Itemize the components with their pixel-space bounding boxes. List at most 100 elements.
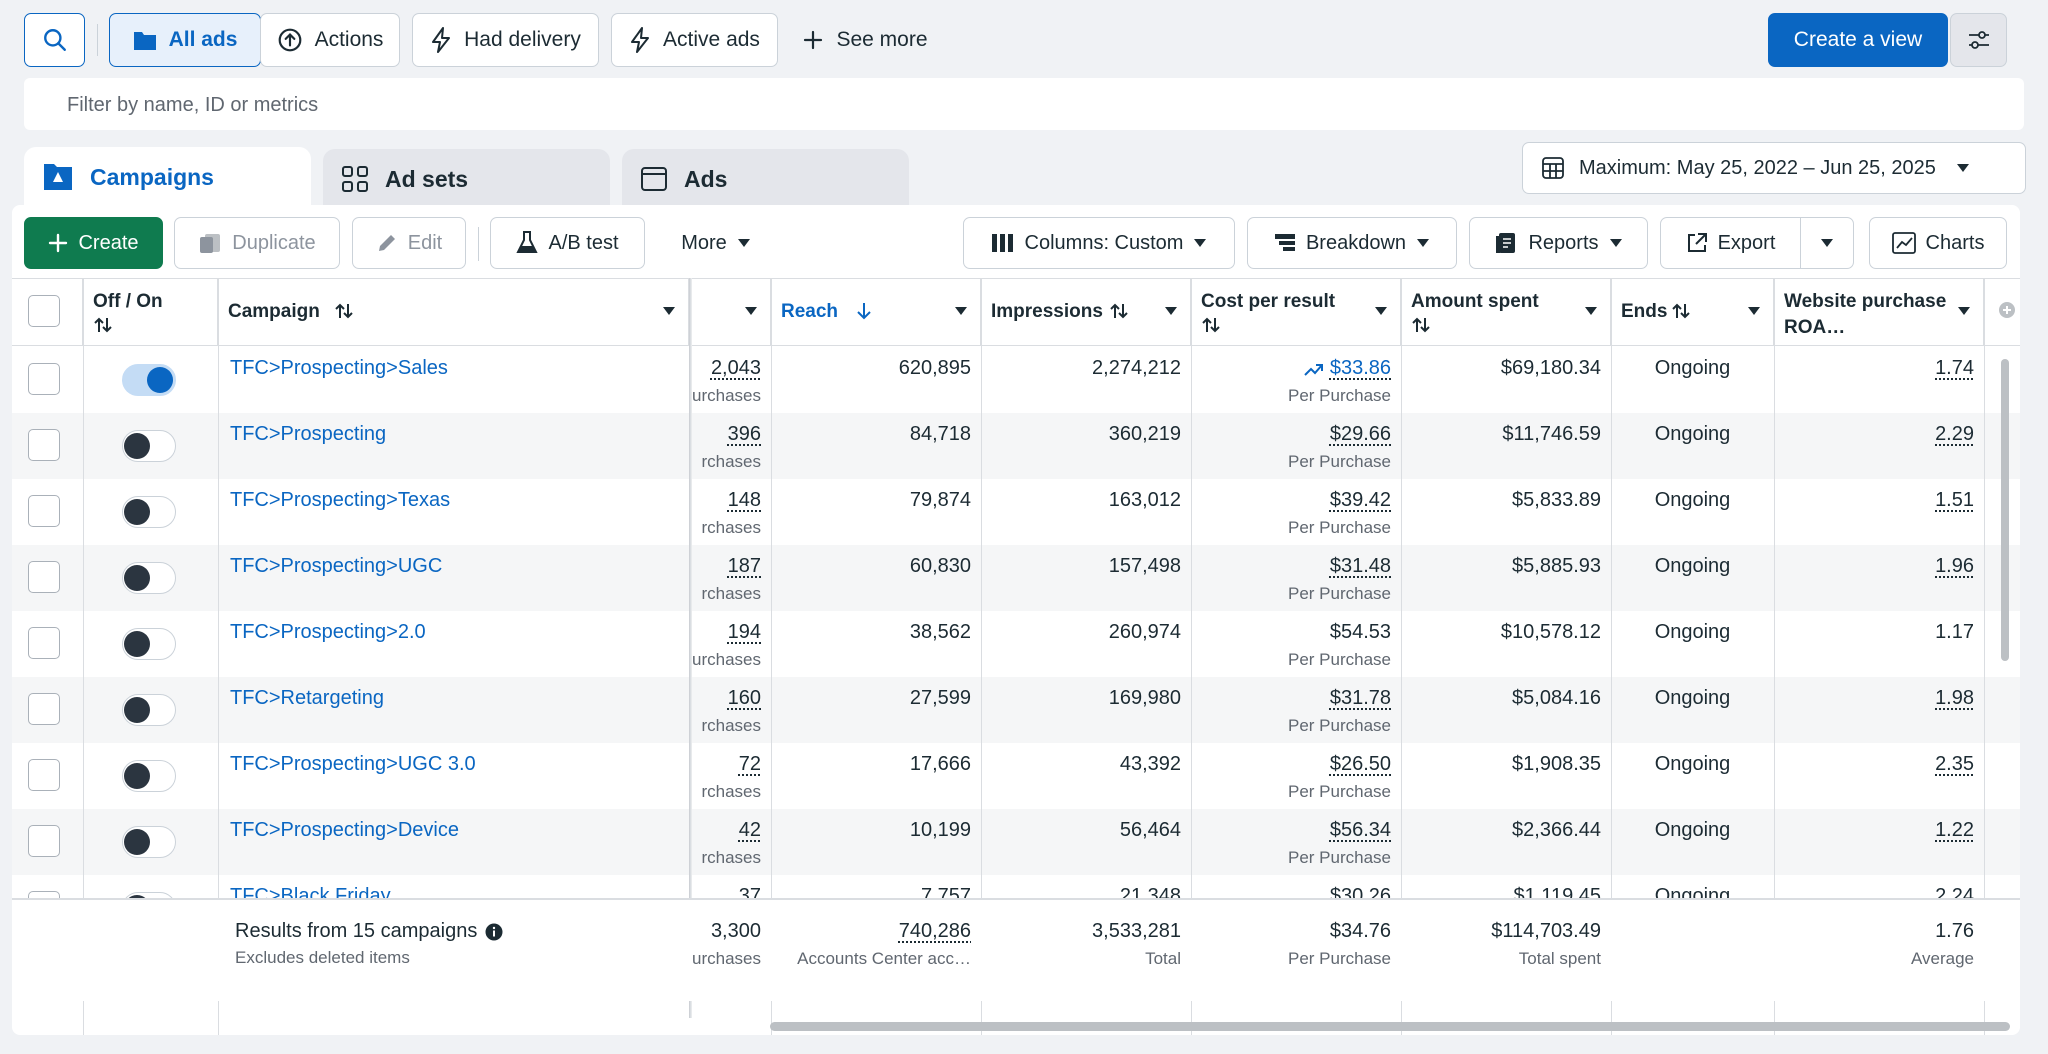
campaign-name-link[interactable]: TFC>Prospecting>UGC: [230, 555, 443, 577]
caret-down-icon[interactable]: [1584, 306, 1598, 316]
cpr-value[interactable]: $26.50: [1329, 753, 1391, 775]
results-value[interactable]: 194: [727, 621, 761, 643]
roas-value[interactable]: 1.17: [1935, 621, 1974, 643]
row-checkbox[interactable]: [28, 429, 60, 461]
campaign-toggle[interactable]: [122, 694, 176, 726]
settings-button[interactable]: [1950, 13, 2007, 67]
table-row[interactable]: TFC>Prospecting>Texas 148 rchases 79,874…: [12, 479, 2020, 545]
caret-down-icon[interactable]: [1374, 306, 1388, 316]
results-value[interactable]: 42: [738, 819, 761, 841]
all-ads-button[interactable]: All ads: [109, 13, 261, 67]
cpr-value[interactable]: $29.66: [1329, 423, 1391, 445]
add-column-cell[interactable]: [1984, 279, 2020, 345]
row-checkbox[interactable]: [28, 627, 60, 659]
row-checkbox[interactable]: [28, 891, 60, 898]
campaign-toggle[interactable]: [122, 430, 176, 462]
campaign-name-link[interactable]: TFC>Black Friday: [230, 885, 391, 898]
ab-test-button[interactable]: A/B test: [490, 217, 645, 269]
edit-button[interactable]: Edit: [352, 217, 466, 269]
caret-down-icon[interactable]: [662, 306, 676, 316]
campaign-name-link[interactable]: TFC>Retargeting: [230, 687, 384, 709]
campaign-name-link[interactable]: TFC>Prospecting>Sales: [230, 357, 448, 379]
select-all-checkbox[interactable]: [28, 295, 60, 327]
active-ads-button[interactable]: Active ads: [611, 13, 778, 67]
filter-input[interactable]: Filter by name, ID or metrics: [24, 78, 2024, 130]
row-checkbox[interactable]: [28, 693, 60, 725]
row-checkbox[interactable]: [28, 363, 60, 395]
table-row[interactable]: TFC>Prospecting>2.0 194 urchases 38,562 …: [12, 611, 2020, 677]
campaign-toggle[interactable]: [122, 628, 176, 660]
table-row[interactable]: TFC>Prospecting>Device 42 rchases 10,199…: [12, 809, 2020, 875]
horizontal-scrollbar[interactable]: [770, 1022, 2010, 1031]
see-more-button[interactable]: See more: [795, 13, 935, 67]
breakdown-button[interactable]: Breakdown: [1247, 217, 1457, 269]
roas-value[interactable]: 1.51: [1935, 489, 1974, 511]
column-roas[interactable]: Website purchase ROA…: [1774, 279, 1984, 345]
info-icon[interactable]: [485, 923, 503, 941]
caret-down-icon[interactable]: [954, 306, 968, 316]
campaign-toggle[interactable]: [122, 826, 176, 858]
tab-ad-sets[interactable]: Ad sets: [323, 149, 610, 209]
campaign-toggle[interactable]: [122, 364, 176, 396]
row-checkbox[interactable]: [28, 825, 60, 857]
roas-value[interactable]: 1.22: [1935, 819, 1974, 841]
campaign-toggle[interactable]: [122, 562, 176, 594]
column-cost-per-result[interactable]: Cost per result: [1191, 279, 1401, 345]
caret-down-icon[interactable]: [1957, 306, 1971, 316]
column-results[interactable]: [689, 279, 771, 345]
column-campaign[interactable]: Campaign: [218, 279, 689, 345]
table-row[interactable]: TFC>Black Friday 37 7,757 21,348 $30.26 …: [12, 875, 2020, 898]
create-view-button[interactable]: Create a view: [1768, 13, 1948, 67]
campaign-toggle[interactable]: [122, 760, 176, 792]
cpr-value[interactable]: $30.26: [1329, 885, 1391, 898]
campaign-name-link[interactable]: TFC>Prospecting: [230, 423, 387, 445]
tab-campaigns[interactable]: Campaigns: [24, 147, 311, 207]
cpr-value[interactable]: $31.48: [1329, 555, 1391, 577]
had-delivery-button[interactable]: Had delivery: [412, 13, 599, 67]
roas-value[interactable]: 2.35: [1935, 753, 1974, 775]
roas-value[interactable]: 2.24: [1935, 885, 1974, 898]
results-value[interactable]: 148: [727, 489, 761, 511]
table-row[interactable]: TFC>Prospecting>UGC 187 rchases 60,830 1…: [12, 545, 2020, 611]
row-checkbox[interactable]: [28, 495, 60, 527]
create-button[interactable]: Create: [24, 217, 163, 269]
search-button[interactable]: [24, 13, 85, 67]
column-impressions[interactable]: Impressions: [981, 279, 1191, 345]
column-ends[interactable]: Ends: [1611, 279, 1774, 345]
roas-value[interactable]: 1.74: [1935, 357, 1974, 379]
tab-ads[interactable]: Ads: [622, 149, 909, 209]
export-button[interactable]: Export: [1660, 217, 1801, 269]
campaign-name-link[interactable]: TFC>Prospecting>UGC 3.0: [230, 753, 476, 775]
results-value[interactable]: 2,043: [710, 357, 761, 379]
results-value[interactable]: 72: [738, 753, 761, 775]
roas-value[interactable]: 1.96: [1935, 555, 1974, 577]
reports-button[interactable]: Reports: [1469, 217, 1648, 269]
date-range-picker[interactable]: Maximum: May 25, 2022 – Jun 25, 2025: [1522, 142, 2026, 194]
results-value[interactable]: 187: [727, 555, 761, 577]
actions-filter-button[interactable]: Actions: [260, 13, 400, 67]
caret-down-icon[interactable]: [1747, 306, 1761, 316]
caret-down-icon[interactable]: [744, 306, 758, 316]
row-checkbox[interactable]: [28, 759, 60, 791]
row-checkbox[interactable]: [28, 561, 60, 593]
campaign-name-link[interactable]: TFC>Prospecting>Device: [230, 819, 459, 841]
charts-button[interactable]: Charts: [1869, 217, 2007, 269]
results-value[interactable]: 37: [738, 885, 761, 898]
results-value[interactable]: 396: [727, 423, 761, 445]
column-reach[interactable]: Reach: [771, 279, 981, 345]
more-button[interactable]: More: [657, 217, 775, 269]
cpr-value[interactable]: $56.34: [1329, 819, 1391, 841]
export-options-button[interactable]: [1800, 217, 1854, 269]
roas-value[interactable]: 1.98: [1935, 687, 1974, 709]
cpr-value[interactable]: $39.42: [1329, 489, 1391, 511]
roas-value[interactable]: 2.29: [1935, 423, 1974, 445]
cpr-value[interactable]: $54.53: [1329, 621, 1391, 643]
table-row[interactable]: TFC>Retargeting 160 rchases 27,599 169,9…: [12, 677, 2020, 743]
column-off-on[interactable]: Off / On: [83, 279, 218, 345]
campaign-toggle[interactable]: [122, 496, 176, 528]
duplicate-button[interactable]: Duplicate: [174, 217, 340, 269]
table-row[interactable]: TFC>Prospecting>UGC 3.0 72 rchases 17,66…: [12, 743, 2020, 809]
cpr-value[interactable]: $33.86: [1329, 357, 1391, 379]
caret-down-icon[interactable]: [1164, 306, 1178, 316]
column-amount-spent[interactable]: Amount spent: [1401, 279, 1611, 345]
